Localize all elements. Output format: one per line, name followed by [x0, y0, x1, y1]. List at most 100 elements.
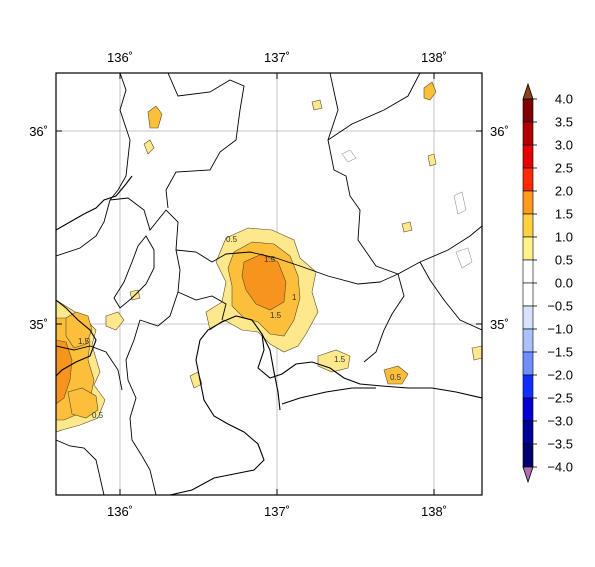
- lat-label-left-35: 35˚: [29, 317, 48, 332]
- contour-label-group: 1.5 0.5 1.5 0.5 1.5 1 1.5 0.5: [78, 235, 402, 420]
- map-content: 1.5 0.5 1.5 0.5 1.5 1 1.5 0.5: [56, 73, 482, 495]
- frame-ticks: [56, 73, 482, 495]
- colorbar-label: 2.5: [555, 161, 573, 176]
- central-anomaly-region-core: [241, 253, 287, 311]
- north-patch-4: [311, 99, 323, 111]
- east-coastal-patch-3: [471, 345, 482, 361]
- contour-label: 1.5: [78, 337, 90, 346]
- colorbar-label: 0.0: [555, 276, 573, 291]
- west-anomaly-region-core: [56, 339, 73, 405]
- colorbar-label: 1.5: [555, 207, 573, 222]
- lat-label-left-36: 36˚: [29, 124, 48, 139]
- colorbar-segment: [522, 259, 534, 284]
- colorbar-segment: [522, 351, 534, 376]
- negative-contours: [341, 149, 473, 269]
- ise-bay-west-coast: [169, 339, 265, 495]
- boundary-shiga: [109, 197, 181, 327]
- boundary-mie-inner: [177, 291, 227, 321]
- colorbar-label: 0.5: [555, 253, 573, 268]
- boundary-mie: [125, 319, 157, 495]
- contour-label: 0.5: [390, 373, 402, 382]
- lon-label-bottom-136: 136˚: [107, 504, 133, 519]
- anomaly-shading: [56, 81, 482, 433]
- colorbar-segment: [522, 305, 534, 330]
- colorbar-segment: [522, 98, 534, 123]
- colorbar-segment: [522, 420, 534, 445]
- north-patch-6: [401, 221, 413, 233]
- boundary-gifu-north: [165, 73, 245, 209]
- boundary-gifu-nagano: [327, 73, 482, 275]
- colorbar-label: −0.5: [547, 299, 573, 314]
- north-patch-3: [423, 81, 437, 101]
- lon-label-bottom-137: 137˚: [264, 504, 290, 519]
- north-patch-1: [147, 105, 163, 129]
- colorbar-top-arrow: [522, 82, 534, 100]
- negative-contour-3: [455, 247, 473, 269]
- west-coast: [56, 299, 97, 377]
- contour-label: 0.5: [226, 235, 238, 244]
- colorbar-segment: [522, 121, 534, 146]
- lon-label-top-138: 138˚: [421, 50, 447, 65]
- colorbar-label: 3.0: [555, 138, 573, 153]
- west-small-patch-1: [105, 311, 125, 331]
- colorbar-segment: [522, 236, 534, 261]
- lon-label-top-137: 137˚: [264, 50, 290, 65]
- west-upper-patch: [65, 311, 93, 349]
- colorbar-label: −2.5: [547, 391, 573, 406]
- boundary-gifu-aichi: [175, 249, 399, 285]
- colorbar-label: −1.0: [547, 322, 573, 337]
- lon-label-top-136: 136˚: [107, 50, 133, 65]
- negative-contour-1: [341, 149, 357, 163]
- atsumi-peninsula: [281, 387, 376, 405]
- lake-biwa: [113, 235, 155, 309]
- colorbar-segment: [522, 397, 534, 422]
- contour-label: 0.5: [92, 411, 104, 420]
- colorbar-labels: 4.0 3.5 3.0 2.5 2.0 1.5 1.0 0.5 0.0 −0.5 −1.0 −1.5 −…: [533, 92, 573, 475]
- colorbar-segment: [522, 190, 534, 215]
- contour-label: 1.5: [270, 311, 282, 320]
- colorbar-label: 4.0: [555, 92, 573, 107]
- contour-label: 1.5: [264, 255, 276, 264]
- ise-bay-coast: [199, 315, 482, 399]
- boundary-fukui-gifu: [109, 73, 131, 201]
- colorbar-segment: [522, 374, 534, 399]
- negative-contour-2: [453, 191, 467, 215]
- boundary-aichi-shizuoka: [363, 273, 405, 363]
- colorbar-label: 2.0: [555, 184, 573, 199]
- colorbar-label: −1.5: [547, 345, 573, 360]
- colorbar-label: −2.0: [547, 368, 573, 383]
- boundary-shiga-west: [56, 199, 111, 257]
- west-lower-patch: [67, 387, 99, 419]
- lat-label-right-36: 36˚: [490, 124, 509, 139]
- colorbar-segment: [522, 213, 534, 238]
- colorbar: 4.0 3.5 3.0 2.5 2.0 1.5 1.0 0.5 0.0 −0.5 −1.0 −1.5 −…: [522, 82, 573, 484]
- colorbar-segment: [522, 282, 534, 307]
- east-coastal-patch-2: [383, 365, 409, 385]
- colorbar-segment: [522, 328, 534, 353]
- contour-label: 1.5: [334, 355, 346, 364]
- boundary-nara-wakayama: [56, 439, 105, 495]
- contour-label: 1: [292, 293, 297, 302]
- coastlines: [56, 175, 482, 495]
- boundary-kyoto-nara: [56, 345, 123, 391]
- lat-label-right-35: 35˚: [490, 317, 509, 332]
- colorbar-label: −4.0: [547, 460, 573, 475]
- north-patch-5: [427, 153, 437, 167]
- colorbar-segment: [522, 443, 534, 468]
- colorbar-label: −3.5: [547, 437, 573, 452]
- north-patch-2: [143, 139, 155, 155]
- japan-sea-coast: [56, 175, 133, 231]
- colorbar-segment: [522, 144, 534, 169]
- colorbar-label: −3.0: [547, 414, 573, 429]
- boundary-nagano-north: [327, 73, 421, 141]
- colorbar-bottom-arrow: [522, 466, 534, 484]
- axis-labels: 136˚ 137˚ 138˚ 136˚ 137˚ 138˚ 36˚ 35˚ 36…: [29, 50, 509, 519]
- lon-label-bottom-138: 138˚: [421, 504, 447, 519]
- colorbar-label: 3.5: [555, 115, 573, 130]
- colorbar-label: 1.0: [555, 230, 573, 245]
- map-frame: [55, 72, 483, 496]
- colorbar-segment: [522, 167, 534, 192]
- chita-peninsula: [261, 333, 281, 411]
- prefecture-boundaries: [56, 73, 482, 495]
